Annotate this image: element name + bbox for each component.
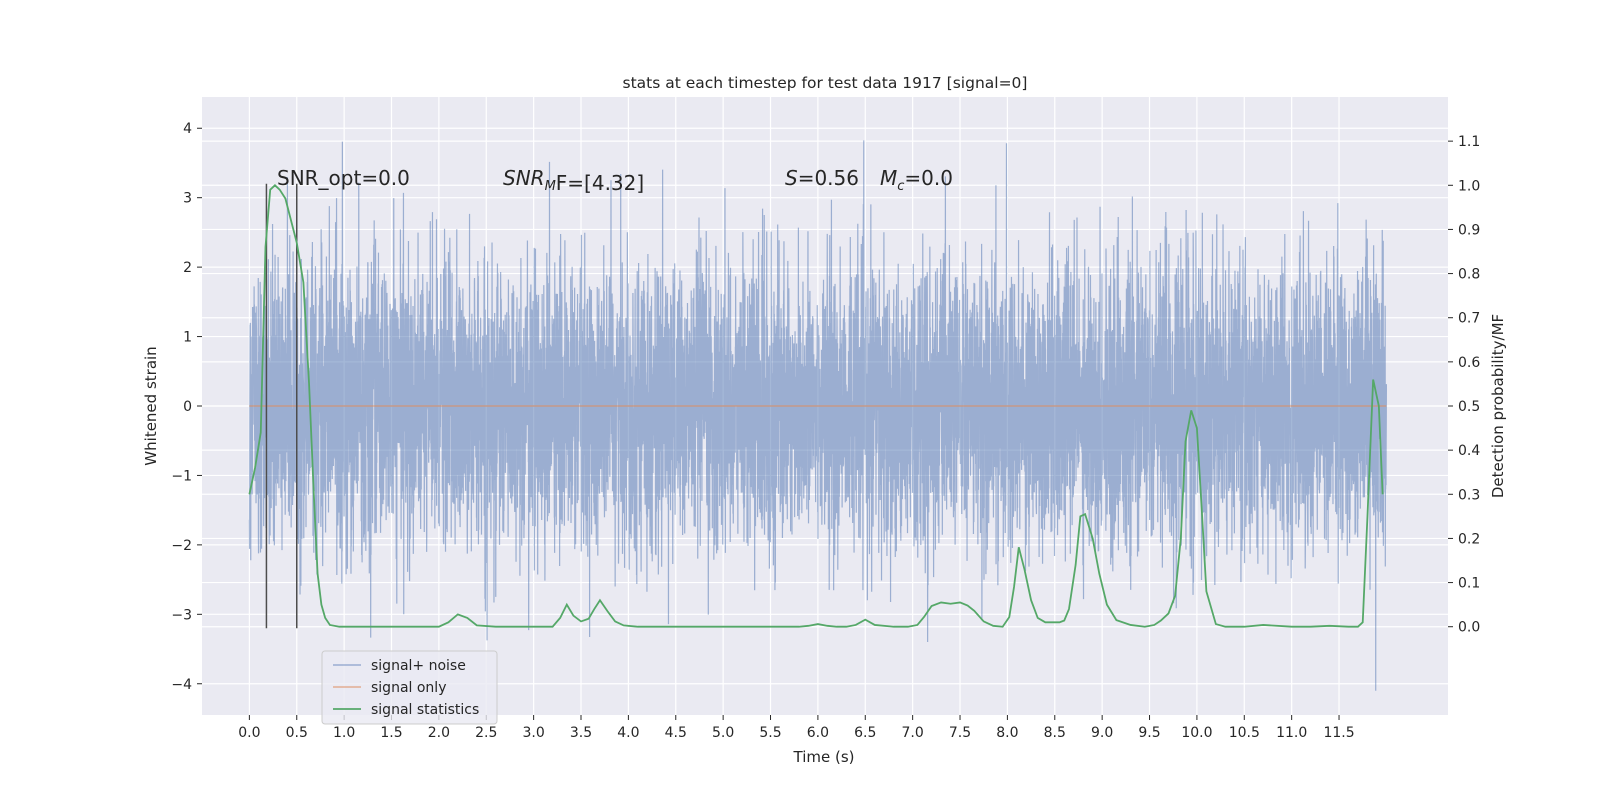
y-right-axis-label: Detection probability/MF xyxy=(1489,314,1507,498)
x-tick-label-10: 5.0 xyxy=(712,725,734,741)
x-tick-label-2: 1.0 xyxy=(333,725,355,741)
x-tick-label-16: 8.0 xyxy=(996,725,1018,741)
y-right-tick-label-10: 0.1 xyxy=(1458,576,1480,592)
chart-title: stats at each timestep for test data 191… xyxy=(623,74,1028,92)
signal-statistics-line xyxy=(248,184,1384,628)
x-tick-label-23: 11.5 xyxy=(1323,725,1354,741)
y-left-tick-label-8: −4 xyxy=(171,677,192,693)
y-right-tick-label-3: 0.8 xyxy=(1458,267,1480,283)
signal-noise-line xyxy=(248,140,1388,691)
annotation-snr-mf-main: SNR xyxy=(503,166,545,190)
y-right-tick-label-9: 0.2 xyxy=(1458,531,1480,547)
y-left-tick-label-2: 2 xyxy=(183,260,192,276)
x-tick-label-20: 10.0 xyxy=(1181,725,1212,741)
y-right-tick-label-6: 0.5 xyxy=(1458,399,1480,415)
annotation-snr-opt: SNR_opt=0.0 xyxy=(277,166,410,190)
y-right-tick-label-4: 0.7 xyxy=(1458,311,1480,327)
x-tick-label-8: 4.0 xyxy=(617,725,639,741)
x-tick-label-19: 9.5 xyxy=(1138,725,1160,741)
annotation-s-value: =0.56 xyxy=(798,166,859,190)
x-tick-label-5: 2.5 xyxy=(475,725,497,741)
x-tick-label-22: 11.0 xyxy=(1276,725,1307,741)
signal-noise-series xyxy=(248,140,1388,691)
y-right-axis-ticks: 1.1 1.0 0.9 0.8 0.7 0.6 0.5 0.4 0.3 0.2 0.1 0.0 xyxy=(1448,134,1480,636)
y-right-tick-label-5: 0.6 xyxy=(1458,355,1480,371)
x-tick-label-18: 9.0 xyxy=(1091,725,1113,741)
y-left-axis-ticks: 4 3 2 1 0 −1 −2 −3 −4 xyxy=(171,121,202,693)
annotation-s-main: S xyxy=(785,166,798,190)
x-tick-label-0: 0.0 xyxy=(238,725,260,741)
x-tick-label-13: 6.5 xyxy=(854,725,876,741)
annotation-mc-sub: c xyxy=(897,179,904,194)
y-right-tick-label-2: 0.9 xyxy=(1458,222,1480,238)
y-right-tick-label-0: 1.1 xyxy=(1458,134,1480,150)
y-left-axis-label: Whitened strain xyxy=(142,346,160,465)
legend-label-signal-only: signal only xyxy=(371,680,446,696)
y-left-tick-label-7: −3 xyxy=(171,607,192,623)
marker-lines xyxy=(265,183,298,629)
y-left-tick-label-6: −2 xyxy=(171,538,192,554)
y-left-tick-label-4: 0 xyxy=(183,399,192,415)
annotation-snr-mf-value: F=[4.32] xyxy=(556,171,644,195)
x-tick-label-9: 4.5 xyxy=(665,725,687,741)
legend-box xyxy=(321,650,498,725)
legend-label-signal-statistics: signal statistics xyxy=(371,702,479,718)
y-left-tick-label-5: −1 xyxy=(171,468,192,484)
signal-statistics-series xyxy=(248,184,1384,628)
x-tick-label-11: 5.5 xyxy=(759,725,781,741)
annotation-s: S=0.56 xyxy=(785,166,859,190)
x-tick-label-4: 2.0 xyxy=(428,725,450,741)
annotation-mc-main: M xyxy=(880,166,897,190)
annotation-snr-mf-sub: M xyxy=(545,179,556,194)
y-right-tick-label-1: 1.0 xyxy=(1458,178,1480,194)
x-tick-label-15: 7.5 xyxy=(949,725,971,741)
annotation-mc: Mc=0.0 xyxy=(880,166,953,194)
x-axis-ticks: 0.0 0.5 1.0 1.5 2.0 2.5 3.0 3.5 4.0 4.5 5.0 5.5 6.0 6… xyxy=(238,715,1355,741)
y-right-tick-label-11: 0.0 xyxy=(1458,620,1480,636)
x-tick-label-7: 3.5 xyxy=(570,725,592,741)
y-left-tick-label-1: 3 xyxy=(183,191,192,207)
y-left-tick-label-3: 1 xyxy=(183,330,192,346)
y-left-tick-label-0: 4 xyxy=(183,121,192,137)
y-right-tick-label-8: 0.3 xyxy=(1458,487,1480,503)
x-tick-label-12: 6.0 xyxy=(807,725,829,741)
legend: signal+ noise signal only signal statist… xyxy=(321,650,498,725)
y-right-tick-label-7: 0.4 xyxy=(1458,443,1480,459)
legend-label-signal-noise: signal+ noise xyxy=(371,658,466,674)
x-axis-label: Time (s) xyxy=(793,748,855,766)
x-tick-label-3: 1.5 xyxy=(380,725,402,741)
annotation-snr-mf: SNRMF=[4.32] xyxy=(503,166,644,195)
x-tick-label-14: 7.0 xyxy=(902,725,924,741)
x-tick-label-21: 10.5 xyxy=(1229,725,1260,741)
x-tick-label-17: 8.5 xyxy=(1044,725,1066,741)
x-tick-label-1: 0.5 xyxy=(286,725,308,741)
annotation-mc-value: =0.0 xyxy=(904,166,953,190)
x-tick-label-6: 3.0 xyxy=(523,725,545,741)
